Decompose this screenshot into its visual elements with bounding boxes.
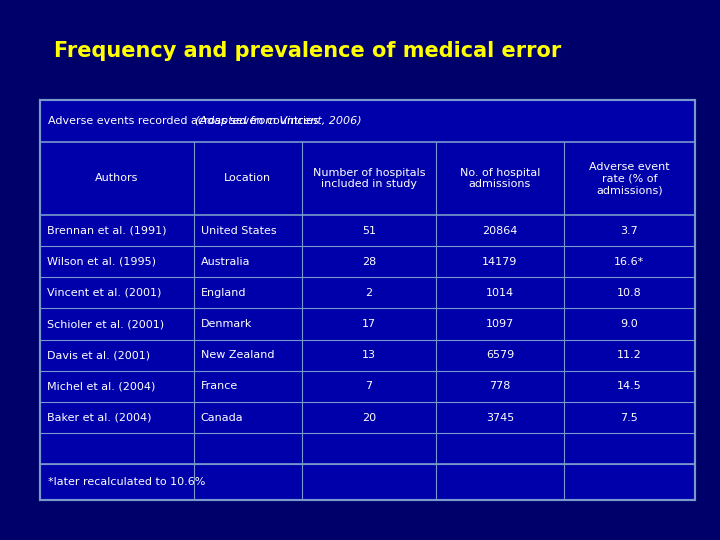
Text: Frequency and prevalence of medical error: Frequency and prevalence of medical erro… xyxy=(54,41,562,62)
Text: Davis et al. (2001): Davis et al. (2001) xyxy=(47,350,150,360)
Text: 778: 778 xyxy=(489,381,510,391)
Text: No. of hospital
admissions: No. of hospital admissions xyxy=(459,167,540,190)
Text: (Adapted from Vincent, 2006): (Adapted from Vincent, 2006) xyxy=(195,116,362,126)
Text: 14179: 14179 xyxy=(482,256,518,267)
Text: Canada: Canada xyxy=(201,413,243,423)
Text: 3745: 3745 xyxy=(486,413,514,423)
Text: England: England xyxy=(201,288,246,298)
Text: Denmark: Denmark xyxy=(201,319,252,329)
Text: 17: 17 xyxy=(361,319,376,329)
Text: 9.0: 9.0 xyxy=(621,319,638,329)
Text: 1097: 1097 xyxy=(486,319,514,329)
Text: Michel et al. (2004): Michel et al. (2004) xyxy=(47,381,156,391)
Text: 20864: 20864 xyxy=(482,226,518,235)
Text: *later recalculated to 10.6%: *later recalculated to 10.6% xyxy=(48,477,206,487)
Text: 1014: 1014 xyxy=(486,288,514,298)
Text: Baker et al. (2004): Baker et al. (2004) xyxy=(47,413,151,423)
Text: Adverse events recorded across seven countries: Adverse events recorded across seven cou… xyxy=(48,116,323,126)
Text: Schioler et al. (2001): Schioler et al. (2001) xyxy=(47,319,164,329)
Text: Number of hospitals
included in study: Number of hospitals included in study xyxy=(312,167,425,190)
Text: Brennan et al. (1991): Brennan et al. (1991) xyxy=(47,226,166,235)
Text: France: France xyxy=(201,381,238,391)
Text: 20: 20 xyxy=(361,413,376,423)
Text: Wilson et al. (1995): Wilson et al. (1995) xyxy=(47,256,156,267)
Text: 7.5: 7.5 xyxy=(621,413,638,423)
Text: United States: United States xyxy=(201,226,276,235)
FancyBboxPatch shape xyxy=(40,100,695,500)
Text: 51: 51 xyxy=(362,226,376,235)
Text: Vincent et al. (2001): Vincent et al. (2001) xyxy=(47,288,161,298)
Text: 2: 2 xyxy=(365,288,372,298)
Text: 6579: 6579 xyxy=(486,350,514,360)
Text: 7: 7 xyxy=(365,381,372,391)
Text: New Zealand: New Zealand xyxy=(201,350,274,360)
Text: 10.8: 10.8 xyxy=(617,288,642,298)
Text: Adverse event
rate (% of
admissions): Adverse event rate (% of admissions) xyxy=(589,162,670,195)
Text: 28: 28 xyxy=(361,256,376,267)
Text: 11.2: 11.2 xyxy=(617,350,642,360)
Text: Location: Location xyxy=(224,173,271,184)
Text: Authors: Authors xyxy=(95,173,138,184)
Text: 13: 13 xyxy=(362,350,376,360)
Text: 3.7: 3.7 xyxy=(621,226,638,235)
Text: 14.5: 14.5 xyxy=(617,381,642,391)
Text: 16.6*: 16.6* xyxy=(614,256,644,267)
Text: Australia: Australia xyxy=(201,256,251,267)
